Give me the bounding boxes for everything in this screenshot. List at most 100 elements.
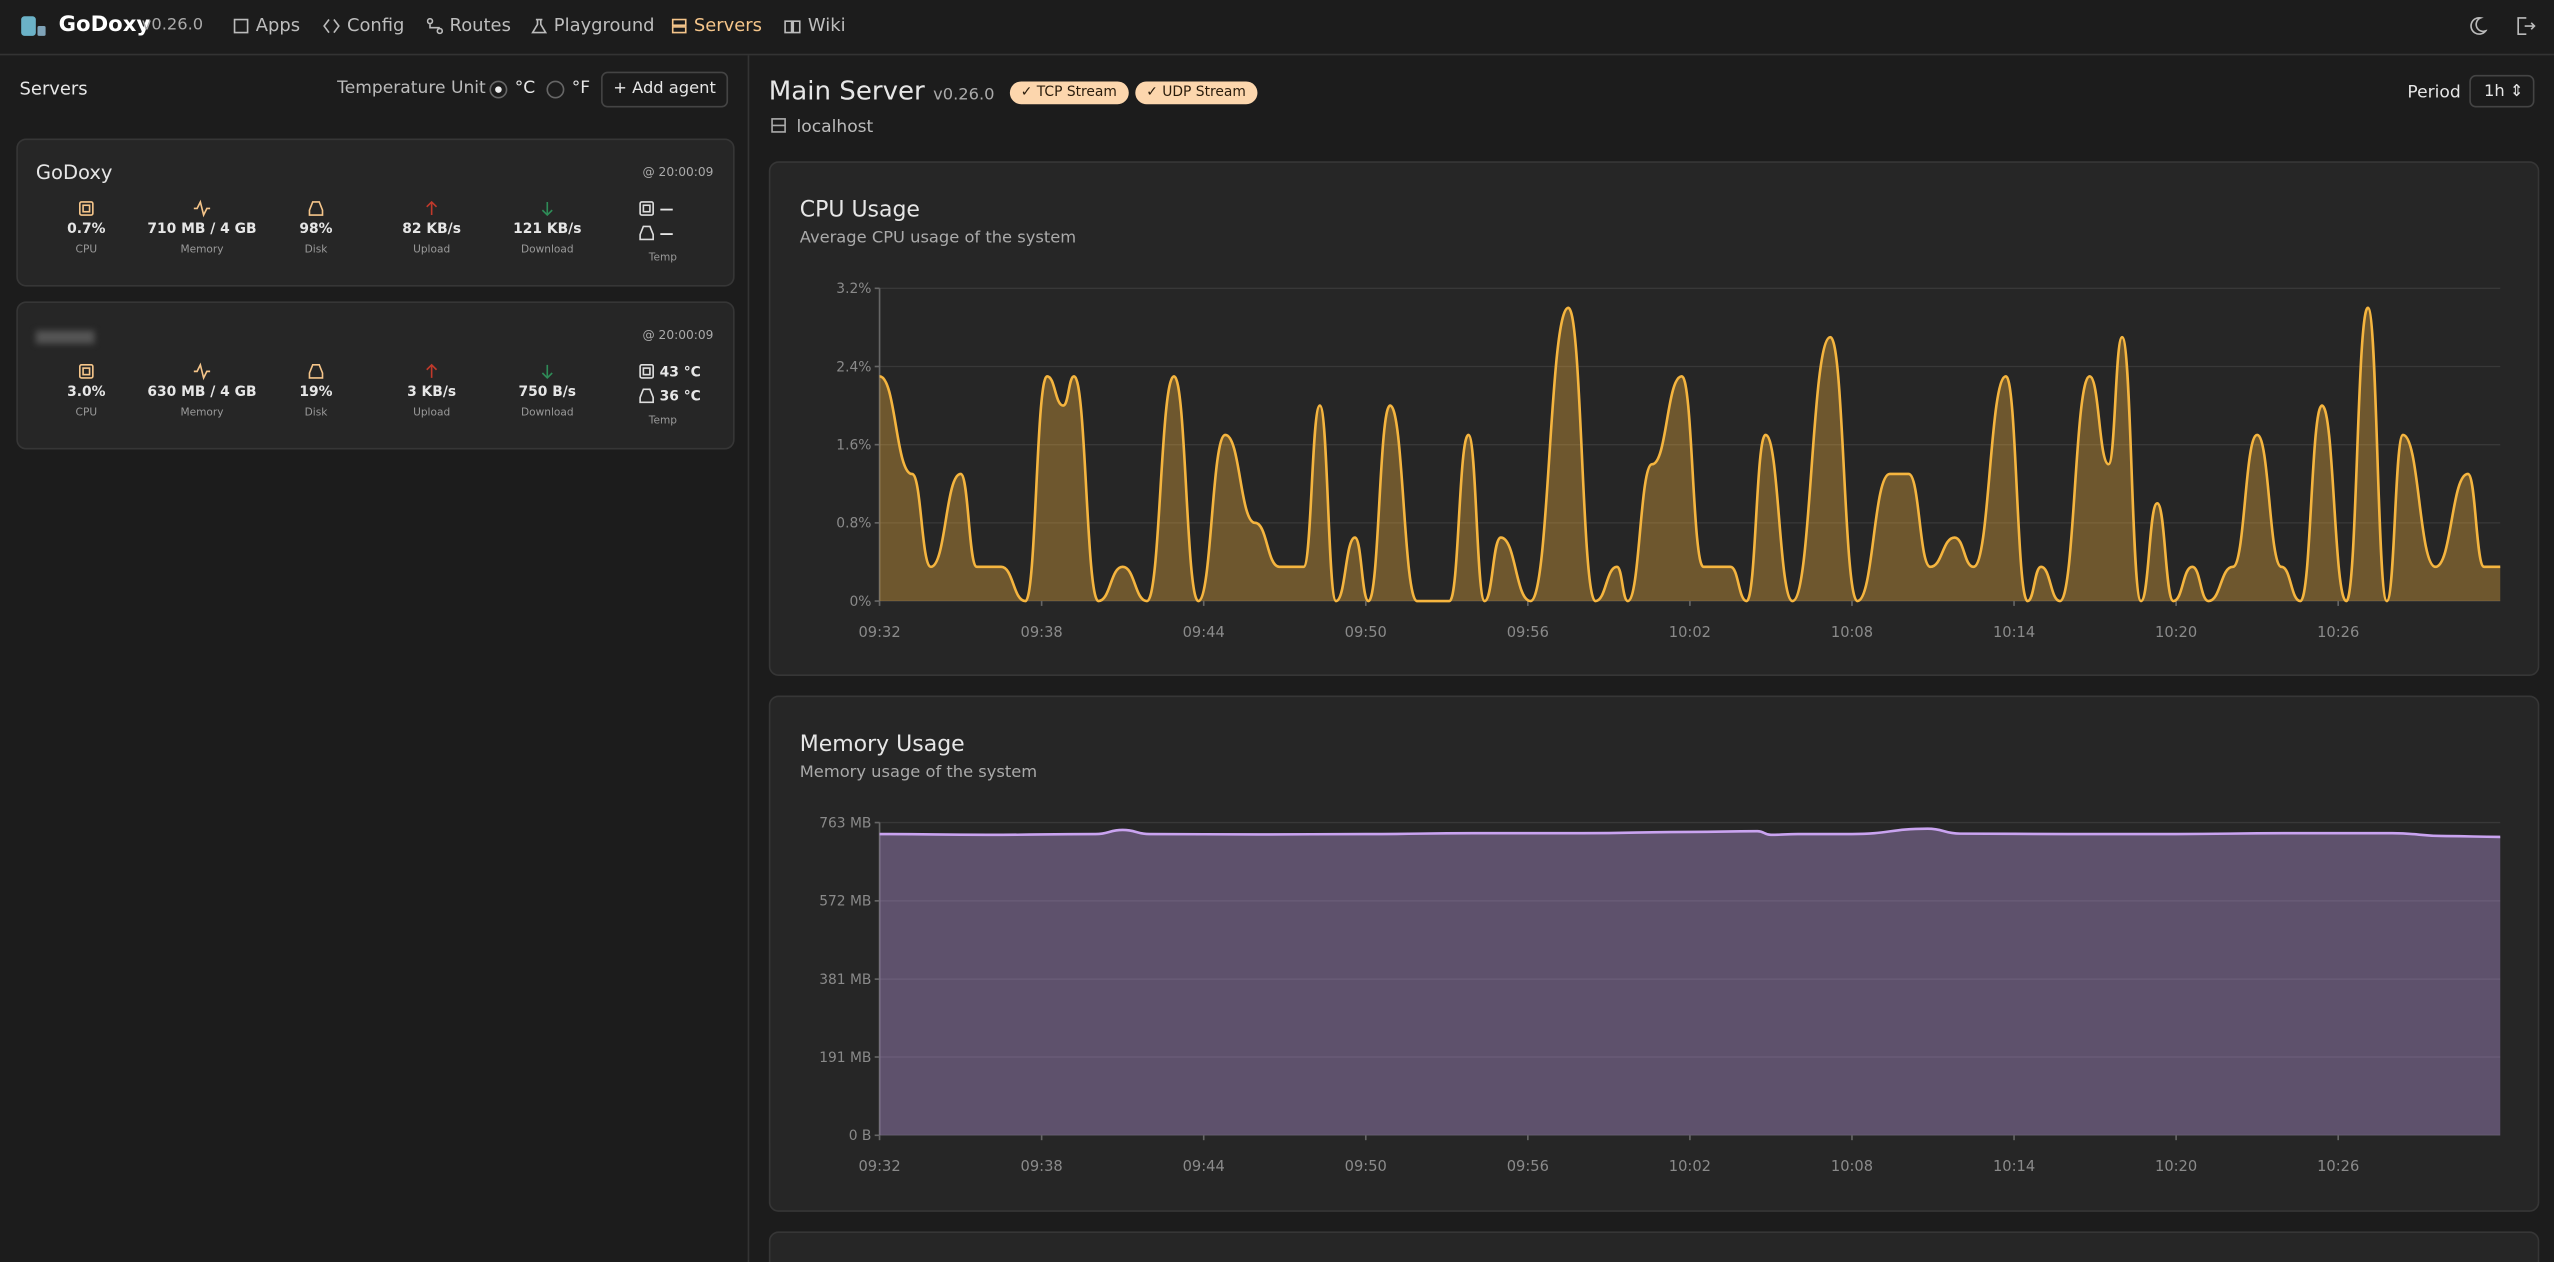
series-line: [879, 306, 2501, 603]
y-tick-label: 763 MB: [819, 815, 871, 831]
x-tick-label: 10:02: [1669, 624, 1711, 641]
stat-label: Memory: [180, 405, 224, 419]
stat: 98% Disk: [259, 199, 373, 256]
nav-config[interactable]: Config: [323, 14, 405, 36]
x-tick-label: 10:02: [1669, 1158, 1711, 1175]
stat: 3 KB/s Upload: [375, 362, 489, 419]
stat-icon: [78, 201, 94, 216]
update-time: @ 20:00:09: [642, 164, 714, 180]
stat-label: Disk: [304, 405, 328, 419]
x-tick-label: 10:14: [1993, 624, 2035, 641]
chart-title: Memory Usage: [799, 731, 965, 758]
nav-playground[interactable]: Playground: [531, 15, 655, 36]
x-tick-label: 09:56: [1507, 1158, 1549, 1175]
top-bar: GoDoxy v0.26.0 Apps Config Routes Playgr…: [0, 0, 2554, 56]
chart-subtitle: Memory usage of the system: [799, 763, 1038, 782]
temp-row: —: [637, 199, 674, 219]
y-tick-label: 2.4%: [836, 359, 871, 375]
y-tick-label: 0%: [849, 594, 871, 610]
temp-value: 36 °C: [659, 389, 701, 406]
x-tick-label: 09:56: [1507, 624, 1549, 641]
server-card[interactable]: GoDoxy @ 20:00:09 0.7% CPU 710 MB / 4 GB Memo…: [16, 138, 735, 287]
temp-unit-label: Temperature Unit: [337, 78, 486, 98]
x-tick-label: 10:08: [1831, 624, 1873, 641]
logo: [21, 16, 46, 36]
stat-label: Upload: [413, 405, 451, 419]
nav-servers[interactable]: Servers: [671, 15, 762, 36]
badge: ✓ TCP Stream: [1009, 81, 1129, 105]
server-title: Main Server v0.26.0 ✓ TCP Stream ✓ UDP St…: [768, 74, 1258, 106]
temp-value: —: [659, 226, 674, 243]
stat-label: Disk: [304, 242, 328, 256]
x-tick-label: 09:44: [1183, 624, 1225, 641]
stat: 0.7% CPU: [29, 199, 143, 256]
y-tick-label: 0.8%: [836, 516, 871, 532]
update-time: @ 20:00:09: [642, 327, 714, 343]
stat-icon: [193, 362, 211, 381]
temp-value: —: [659, 201, 674, 219]
stat-icon: [193, 199, 211, 218]
sidebar-title: Servers: [19, 78, 88, 100]
stat: 750 B/s Download: [490, 362, 604, 419]
chart-title: CPU Usage: [799, 197, 920, 224]
y-tick-label: 1.6%: [836, 438, 871, 454]
badge: ✓ UDP Stream: [1134, 81, 1258, 105]
period-label: Period: [2407, 83, 2461, 103]
x-tick-label: 09:50: [1345, 624, 1387, 641]
y-tick-label: 191 MB: [819, 1050, 871, 1066]
x-tick-label: 09:50: [1345, 1158, 1387, 1175]
temp-value: 43 °C: [659, 364, 701, 382]
period-select[interactable]: 1h ⇕: [2469, 74, 2535, 108]
nav-routes[interactable]: Routes: [426, 15, 511, 36]
server-name: GoDoxy: [35, 161, 113, 185]
x-tick-label: 10:20: [2155, 1158, 2197, 1175]
stat-value: 0.7%: [67, 221, 106, 238]
radio-f[interactable]: [546, 80, 566, 100]
stat-label: Download: [520, 242, 574, 256]
title: Main Server: [768, 74, 925, 106]
logout[interactable]: [2517, 16, 2537, 36]
stat-label: CPU: [75, 405, 98, 419]
version: v0.26.0: [933, 86, 995, 105]
unit-f: °F: [571, 78, 591, 98]
stat-icon: [308, 364, 324, 379]
stat-icon: [541, 364, 553, 380]
stat: 19% Disk: [259, 362, 373, 419]
nav-label: Config: [346, 14, 405, 36]
add-agent-button[interactable]: + Add agent: [601, 71, 729, 108]
temp-icon: [639, 364, 654, 379]
server-card[interactable]: @ 20:00:09 3.0% CPU 630 MB / 4 GB Memory 19% D…: [16, 301, 735, 450]
stat-icon: [426, 363, 438, 378]
nav-apps[interactable]: Apps: [233, 15, 300, 36]
stat: 121 KB/s Download: [490, 199, 604, 256]
nav-label: Servers: [693, 14, 762, 36]
stat-label: Download: [520, 405, 574, 419]
x-tick-label: 09:32: [858, 1158, 900, 1175]
theme-toggle[interactable]: [2468, 16, 2488, 36]
x-tick-label: 10:08: [1831, 1158, 1873, 1175]
stat-value: 630 MB / 4 GB: [147, 384, 257, 401]
temp-icon: [639, 388, 654, 404]
version: v0.26.0: [141, 16, 204, 35]
brand[interactable]: GoDoxy: [58, 13, 151, 38]
radio-c[interactable]: [489, 80, 509, 100]
temp-row: —: [637, 223, 674, 243]
stat-icon: [426, 200, 438, 216]
stat-label: CPU: [75, 242, 98, 256]
stat: 82 KB/s Upload: [375, 199, 489, 256]
server-name-blurred: [35, 330, 95, 344]
temp-icon: [639, 201, 654, 216]
x-tick-label: 09:44: [1183, 1158, 1225, 1175]
badge-label: TCP Stream: [1036, 84, 1117, 101]
button-label: Add agent: [632, 79, 716, 98]
temp-icon: [639, 225, 654, 241]
x-tick-label: 09:38: [1021, 624, 1063, 641]
stat-value: 121 KB/s: [513, 221, 582, 238]
stat-value: 82 KB/s: [402, 221, 461, 238]
stat: 630 MB / 4 GB Memory: [145, 362, 259, 419]
chart-card: CPU Usage Average CPU usage of the syste…: [768, 161, 2540, 676]
nav-wiki[interactable]: Wiki: [783, 15, 846, 36]
chart-card: [768, 1231, 2540, 1262]
